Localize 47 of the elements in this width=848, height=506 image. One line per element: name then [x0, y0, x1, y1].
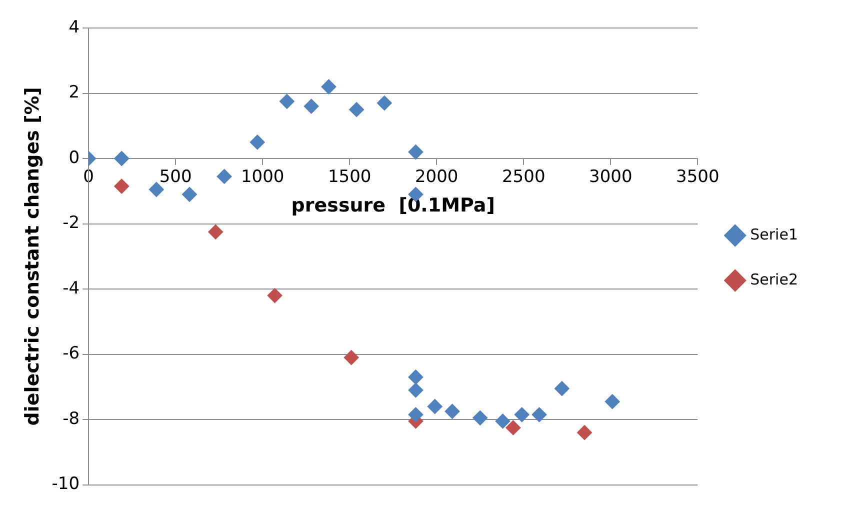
y-tick-label: 4 — [68, 17, 80, 38]
point — [321, 79, 336, 94]
point — [604, 394, 620, 410]
point — [577, 425, 592, 440]
point — [532, 407, 547, 422]
point — [250, 134, 265, 150]
point — [114, 151, 130, 166]
point — [279, 94, 294, 109]
y-tick-label: -2 — [62, 213, 80, 234]
x-tick-label: 3500 — [676, 167, 720, 188]
x-tick-label: 3000 — [589, 167, 632, 188]
y-tick-label: 0 — [68, 148, 80, 168]
point — [506, 420, 521, 436]
legend-label: Serie2 — [750, 270, 798, 288]
y-tick-label: -8 — [62, 408, 80, 429]
x-tick-label: 2500 — [502, 167, 546, 188]
point — [349, 102, 364, 118]
point — [408, 382, 424, 398]
point — [304, 98, 319, 114]
point — [408, 407, 424, 422]
point — [267, 288, 282, 304]
y-tick-label: -10 — [52, 474, 80, 494]
point — [472, 410, 488, 426]
y-tick-label: 2 — [68, 82, 80, 103]
y-tick-label: -6 — [62, 344, 80, 364]
y-tick-label: -4 — [62, 278, 80, 298]
point — [208, 224, 224, 240]
point — [408, 370, 424, 385]
x-tick-label: 500 — [159, 167, 192, 188]
point — [408, 144, 424, 160]
point — [148, 182, 164, 198]
legend-label: Serie1 — [750, 225, 798, 244]
point — [495, 414, 510, 429]
point — [344, 350, 359, 366]
point — [114, 178, 130, 194]
x-axis-title: pressure [0.1MPa] — [291, 194, 495, 216]
point — [444, 404, 460, 419]
point — [514, 407, 530, 422]
x-tick-label: 1000 — [240, 167, 284, 188]
point — [554, 381, 570, 396]
point — [427, 398, 442, 414]
point — [182, 186, 197, 202]
y-axis-title: dielectric constant changes [%] — [21, 87, 44, 426]
point — [376, 96, 392, 111]
point — [216, 168, 232, 184]
x-tick-label: 2000 — [414, 167, 458, 188]
x-tick-label: 1500 — [328, 167, 372, 188]
